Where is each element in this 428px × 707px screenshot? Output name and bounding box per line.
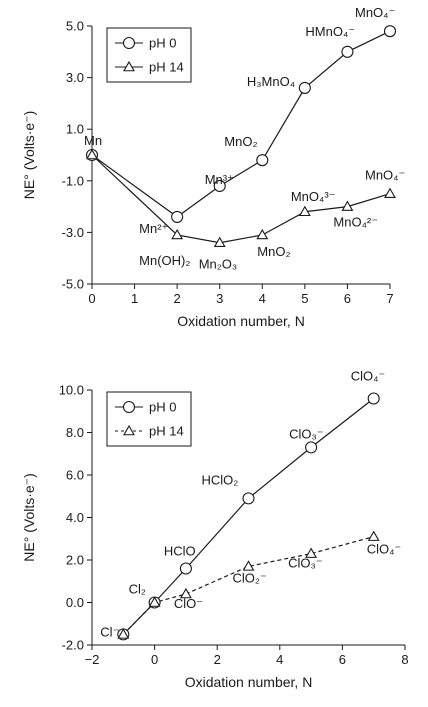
x-tick-label: 1: [131, 291, 138, 306]
y-axis-title: NE° (Volts·e⁻): [21, 473, 37, 561]
y-tick-label: -1.0: [62, 173, 84, 188]
data-label: MnO₂: [224, 134, 257, 149]
y-tick-label: 1.0: [66, 122, 84, 137]
data-label: ClO₄⁻: [367, 542, 402, 557]
x-tick-label: 7: [386, 291, 393, 306]
data-point: [341, 45, 354, 58]
data-label: HMnO₄⁻: [305, 24, 355, 39]
data-label: ClO₃⁻: [289, 426, 324, 441]
data-label: ClO₃⁻: [288, 556, 323, 571]
data-point: [242, 560, 255, 571]
data-point: [383, 25, 397, 38]
x-tick-label: 2: [214, 652, 221, 667]
y-axis-title: NE° (Volts·e⁻): [21, 111, 37, 199]
data-label: ClO₄⁻: [351, 369, 386, 384]
data-point: [341, 200, 354, 211]
x-tick-label: 6: [339, 652, 346, 667]
x-tick-label: 8: [401, 652, 408, 667]
data-label: HClO: [164, 544, 196, 559]
data-point: [213, 236, 226, 248]
data-label: Mn²⁺: [139, 221, 168, 236]
x-axis-title: Oxidation number, N: [177, 313, 305, 329]
data-point: [367, 530, 380, 541]
data-point: [256, 154, 269, 167]
data-label: Mn(OH)₂: [139, 253, 190, 268]
y-tick-label: 8.0: [66, 425, 84, 440]
y-tick-label: 4.0: [66, 510, 84, 525]
y-tick-label: -3.0: [62, 225, 84, 240]
y-tick-label: 5.0: [66, 19, 84, 34]
y-tick-label: -5.0: [62, 277, 84, 292]
legend-marker: [123, 60, 135, 72]
data-label: MnO₂: [257, 244, 290, 259]
data-label: MnO₄²⁻: [333, 215, 378, 230]
data-label: Cl⁻: [100, 624, 119, 639]
data-point: [305, 547, 318, 558]
data-point: [298, 81, 311, 94]
data-label: MnO₄⁻: [365, 168, 405, 183]
data-point: [367, 392, 380, 405]
data-point: [298, 205, 311, 217]
series-line: [122, 536, 374, 635]
x-tick-label: 0: [151, 652, 158, 667]
data-label: Mn³⁺: [205, 172, 234, 187]
y-tick-label: 3.0: [66, 70, 84, 85]
data-label: Mn: [84, 133, 102, 148]
legend: [106, 27, 192, 83]
chart-manganese: 0 1 2 3 4 5 6 7 -5.0 -3.0 -1.0 1.0 3.0 5.0 Oxidation n…: [21, 5, 405, 329]
legend-marker: [122, 400, 136, 414]
data-label: Cl₂: [129, 582, 146, 597]
x-axis-title: Oxidation number, N: [185, 674, 313, 690]
data-label: MnO₄³⁻: [291, 189, 336, 204]
y-tick-label: 0.0: [66, 595, 84, 610]
data-label: ClO⁻: [174, 596, 203, 611]
legend-label: pH 0: [149, 36, 176, 51]
x-tick-label: 2: [174, 291, 181, 306]
data-label: MnO₄⁻: [355, 5, 395, 20]
x-tick-label: 4: [276, 652, 283, 667]
x-tick-label: 0: [88, 291, 95, 306]
data-label: Mn₂O₃: [199, 257, 238, 272]
legend-label: pH 0: [149, 400, 176, 415]
legend: [106, 391, 192, 447]
x-tick-label: 3: [216, 291, 223, 306]
data-point: [179, 587, 192, 599]
data-point: [148, 596, 161, 607]
x-tick-label: 6: [344, 291, 351, 306]
legend-marker: [122, 36, 136, 50]
data-point: [179, 562, 192, 575]
data-point: [171, 210, 184, 223]
legend-marker: [123, 424, 135, 436]
data-point: [117, 628, 130, 639]
legend-label: pH 14: [149, 424, 184, 439]
y-tick-label: 6.0: [66, 468, 84, 483]
data-label: H₃MnO₄: [247, 74, 295, 89]
x-tick-label: 5: [301, 291, 308, 306]
data-point: [256, 228, 269, 240]
y-tick-label: 2.0: [66, 553, 84, 568]
y-tick-label: 10.0: [59, 383, 84, 398]
y-tick-label: -2.0: [62, 638, 84, 653]
data-label: HClO₂: [202, 472, 239, 487]
data-point: [213, 179, 226, 193]
data-point: [171, 228, 184, 240]
x-tick-label: 4: [259, 291, 266, 306]
x-tick-label: −2: [85, 652, 100, 667]
data-point: [305, 441, 318, 454]
data-point: [242, 492, 255, 505]
chart-chlorine: −2 0 2 4 6 8 -2.0 0.0 2.0 4.0 6.0 8.0 10.0 Oxidation …: [21, 369, 409, 691]
data-point: [384, 187, 396, 198]
data-point: [86, 148, 98, 160]
data-label: ClO₂⁻: [233, 570, 267, 585]
legend-label: pH 14: [149, 60, 184, 75]
